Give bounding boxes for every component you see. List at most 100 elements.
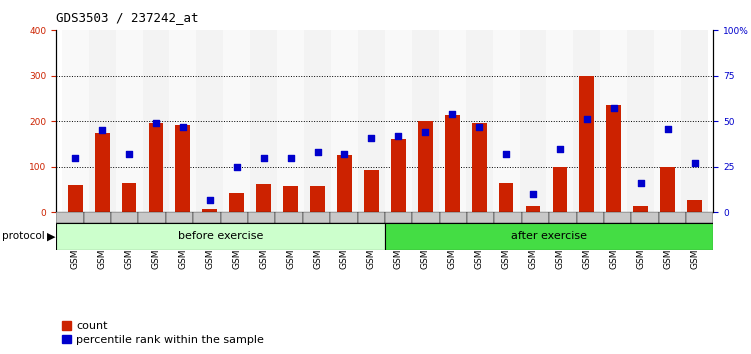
- Bar: [577, 212, 604, 223]
- Bar: [654, 30, 681, 212]
- Legend: count, percentile rank within the sample: count, percentile rank within the sample: [62, 321, 264, 345]
- Bar: [633, 206, 648, 212]
- Bar: [632, 212, 659, 223]
- Bar: [304, 30, 331, 212]
- Bar: [364, 170, 379, 212]
- Text: ▶: ▶: [47, 231, 55, 241]
- Bar: [83, 212, 111, 223]
- Bar: [221, 212, 248, 223]
- Bar: [494, 212, 522, 223]
- Bar: [95, 133, 110, 212]
- Point: [258, 155, 270, 161]
- Bar: [681, 30, 708, 212]
- Bar: [330, 212, 357, 223]
- Point: [608, 105, 620, 111]
- Bar: [553, 167, 567, 212]
- Point: [366, 135, 378, 141]
- Point: [231, 164, 243, 170]
- Bar: [580, 76, 594, 212]
- Bar: [526, 206, 541, 212]
- Point: [635, 181, 647, 186]
- Bar: [256, 184, 271, 212]
- Bar: [337, 155, 352, 212]
- Bar: [358, 30, 385, 212]
- Point: [285, 155, 297, 161]
- Bar: [56, 212, 83, 223]
- Bar: [600, 30, 627, 212]
- Bar: [166, 212, 193, 223]
- Bar: [196, 30, 223, 212]
- Bar: [223, 30, 250, 212]
- Text: after exercise: after exercise: [511, 231, 587, 241]
- Bar: [499, 183, 514, 212]
- Bar: [68, 185, 83, 212]
- Bar: [203, 209, 217, 212]
- Bar: [412, 30, 439, 212]
- Bar: [62, 30, 89, 212]
- Bar: [659, 212, 686, 223]
- Bar: [445, 115, 460, 212]
- Bar: [331, 30, 358, 212]
- Bar: [574, 30, 600, 212]
- Bar: [466, 30, 493, 212]
- Bar: [89, 30, 116, 212]
- Bar: [686, 212, 713, 223]
- Bar: [277, 30, 304, 212]
- Bar: [439, 212, 467, 223]
- Bar: [385, 212, 412, 223]
- Bar: [170, 30, 196, 212]
- Bar: [56, 223, 385, 250]
- Bar: [687, 200, 702, 212]
- Bar: [143, 30, 170, 212]
- Bar: [493, 30, 520, 212]
- Bar: [116, 30, 143, 212]
- Bar: [627, 30, 654, 212]
- Bar: [276, 212, 303, 223]
- Point: [392, 133, 404, 139]
- Point: [177, 124, 189, 130]
- Point: [150, 120, 162, 126]
- Point: [473, 124, 485, 130]
- Bar: [122, 183, 137, 212]
- Bar: [229, 193, 244, 212]
- Bar: [176, 125, 190, 212]
- Bar: [111, 212, 138, 223]
- Bar: [520, 30, 547, 212]
- Bar: [472, 122, 487, 212]
- Bar: [193, 212, 221, 223]
- Bar: [138, 212, 166, 223]
- Text: before exercise: before exercise: [178, 231, 264, 241]
- Point: [689, 160, 701, 166]
- Point: [96, 127, 108, 133]
- Point: [339, 151, 351, 157]
- Bar: [385, 223, 713, 250]
- Point: [123, 151, 135, 157]
- Bar: [412, 212, 439, 223]
- Point: [446, 111, 458, 117]
- Point: [554, 146, 566, 152]
- Bar: [391, 139, 406, 212]
- Bar: [303, 212, 330, 223]
- Bar: [149, 122, 164, 212]
- Point: [581, 116, 593, 122]
- Bar: [357, 212, 385, 223]
- Point: [527, 191, 539, 197]
- Bar: [660, 167, 675, 212]
- Point: [312, 149, 324, 155]
- Text: GDS3503 / 237242_at: GDS3503 / 237242_at: [56, 11, 199, 24]
- Bar: [547, 30, 574, 212]
- Point: [500, 151, 512, 157]
- Bar: [250, 30, 277, 212]
- Bar: [248, 212, 276, 223]
- Point: [419, 129, 431, 135]
- Bar: [549, 212, 577, 223]
- Bar: [522, 212, 549, 223]
- Bar: [418, 121, 433, 212]
- Bar: [385, 30, 412, 212]
- Text: protocol: protocol: [2, 231, 44, 241]
- Bar: [604, 212, 632, 223]
- Bar: [310, 187, 325, 212]
- Bar: [467, 212, 494, 223]
- Point: [204, 197, 216, 202]
- Point: [69, 155, 81, 161]
